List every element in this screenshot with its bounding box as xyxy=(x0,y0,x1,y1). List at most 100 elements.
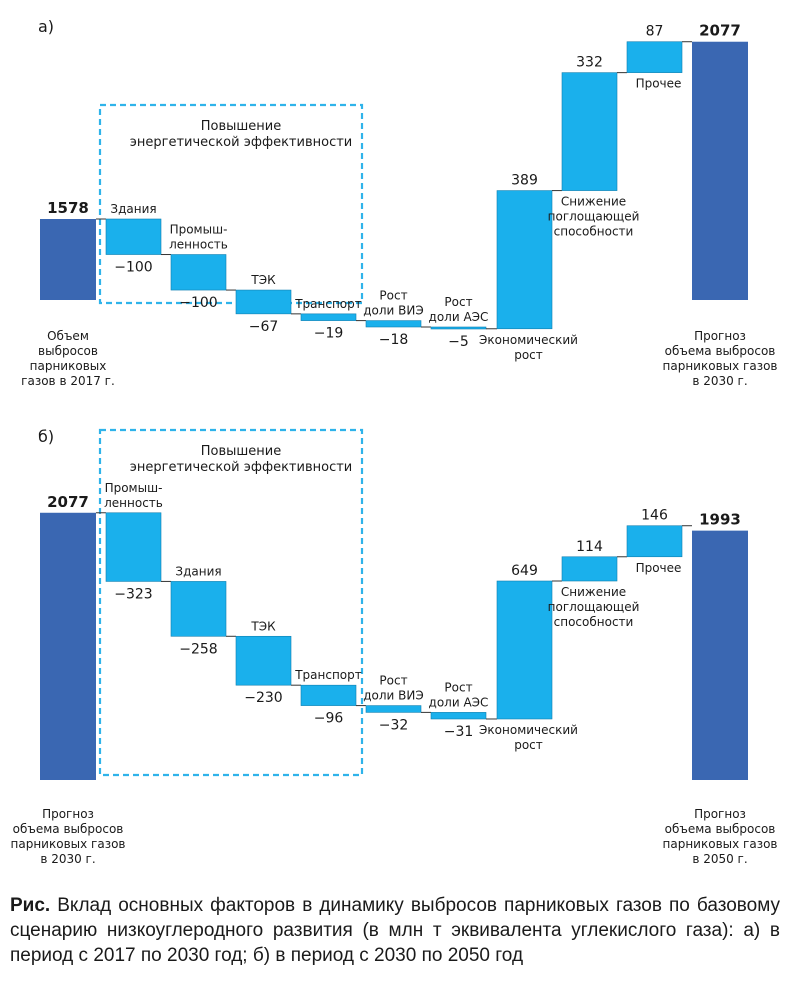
step-bar xyxy=(496,580,553,720)
step-bar xyxy=(300,313,357,321)
step-name: доли АЭС xyxy=(429,695,489,709)
step-name: Рост xyxy=(444,680,472,694)
end-total-label: парниковых газов xyxy=(663,837,778,851)
step-name: поглощающей xyxy=(548,210,640,224)
step-value: 114 xyxy=(576,539,603,555)
step-bar xyxy=(170,581,227,637)
step-value: 332 xyxy=(576,55,603,71)
end-total-label: Прогноз xyxy=(694,329,746,343)
step-name: ленность xyxy=(169,238,228,252)
step-bar xyxy=(105,512,162,582)
step-name: поглощающей xyxy=(548,600,640,614)
step-name: доли АЭС xyxy=(429,310,489,324)
caption-prefix: Рис. xyxy=(10,895,51,916)
step-bar xyxy=(496,190,553,330)
step-name: рост xyxy=(514,348,543,362)
step-bar xyxy=(365,320,422,328)
end-total-value: 1993 xyxy=(699,511,741,529)
end-total-label: в 2050 г. xyxy=(692,852,747,866)
step-name: Здания xyxy=(110,202,156,216)
end-total-label: объема выбросов xyxy=(665,344,776,358)
end-total-label: парниковых газов xyxy=(663,359,778,373)
step-name: ТЭК xyxy=(250,273,276,287)
step-name: доли ВИЭ xyxy=(363,689,424,703)
step-name: Прочее xyxy=(636,561,682,575)
start-total-label: парниковых xyxy=(30,359,107,373)
step-name: Снижение xyxy=(561,195,626,209)
step-name: Рост xyxy=(379,674,407,688)
caption-text: Вклад основных факторов в динамику выбро… xyxy=(10,895,780,966)
step-name: Транспорт xyxy=(294,668,362,682)
step-bar xyxy=(235,289,292,315)
step-name: Здания xyxy=(175,564,221,578)
step-bar xyxy=(561,72,618,191)
step-value: −19 xyxy=(314,326,344,342)
step-name: Прочее xyxy=(636,77,682,91)
step-name: Экономический xyxy=(479,723,578,737)
step-bar xyxy=(626,41,683,73)
step-name: Транспорт xyxy=(294,297,362,311)
panel-label: б) xyxy=(38,427,54,446)
start-total-bar xyxy=(40,512,96,780)
step-bar xyxy=(626,525,683,558)
end-total-value: 2077 xyxy=(699,22,741,40)
step-name: способности xyxy=(554,225,634,239)
end-total-label: Прогноз xyxy=(694,807,746,821)
start-total-label: Объем xyxy=(47,329,89,343)
step-value: −230 xyxy=(244,690,282,706)
figure-caption: Рис. Вклад основных факторов в динамику … xyxy=(10,893,780,968)
step-name: доли ВИЭ xyxy=(363,304,424,318)
step-name: ТЭК xyxy=(250,619,276,633)
efficiency-group-box xyxy=(98,103,364,305)
step-bar xyxy=(365,705,422,713)
step-bar xyxy=(430,326,487,330)
step-name: Рост xyxy=(379,289,407,303)
efficiency-group-title: энергетической эффективности xyxy=(130,135,352,150)
end-total-bar xyxy=(692,41,748,300)
step-bar xyxy=(430,712,487,720)
step-bar xyxy=(235,635,292,686)
step-value: 87 xyxy=(646,24,664,40)
step-name: Рост xyxy=(444,295,472,309)
step-value: −67 xyxy=(249,319,279,335)
step-value: 146 xyxy=(641,508,668,524)
step-name: Промыш- xyxy=(105,481,163,495)
start-total-label: газов в 2017 г. xyxy=(21,374,115,388)
step-value: −32 xyxy=(379,717,409,733)
efficiency-group-title: энергетической эффективности xyxy=(130,460,352,475)
efficiency-group-title: Повышение xyxy=(201,444,282,459)
start-total-label: в 2030 г. xyxy=(40,852,95,866)
end-total-label: в 2030 г. xyxy=(692,374,747,388)
step-bar xyxy=(300,684,357,706)
step-value: 389 xyxy=(511,173,538,189)
step-bar xyxy=(170,254,227,291)
step-name: ленность xyxy=(104,496,163,510)
step-name: Промыш- xyxy=(170,223,228,237)
end-total-bar xyxy=(692,530,748,780)
step-name: Снижение xyxy=(561,585,626,599)
step-name: рост xyxy=(514,738,543,752)
start-total-label: парниковых газов xyxy=(11,837,126,851)
step-value: −18 xyxy=(379,332,409,348)
start-total-value: 2077 xyxy=(47,493,89,511)
step-bar xyxy=(105,218,162,255)
efficiency-group-box xyxy=(98,428,364,777)
step-bar xyxy=(561,556,618,582)
step-value: −323 xyxy=(114,586,152,602)
start-total-bar xyxy=(40,219,96,300)
start-total-value: 1578 xyxy=(47,199,89,217)
end-total-label: объема выбросов xyxy=(665,822,776,836)
step-value: 649 xyxy=(511,563,538,579)
step-name: Экономический xyxy=(479,333,578,347)
start-total-label: объема выбросов xyxy=(13,822,124,836)
start-total-label: Прогноз xyxy=(42,807,94,821)
step-name: способности xyxy=(554,615,634,629)
step-value: −31 xyxy=(444,724,474,740)
step-value: −5 xyxy=(448,334,469,350)
step-value: −96 xyxy=(314,711,344,727)
efficiency-group-title: Повышение xyxy=(201,119,282,134)
step-value: −100 xyxy=(114,260,152,276)
panel-label: а) xyxy=(38,17,54,36)
step-value: −258 xyxy=(179,641,217,657)
